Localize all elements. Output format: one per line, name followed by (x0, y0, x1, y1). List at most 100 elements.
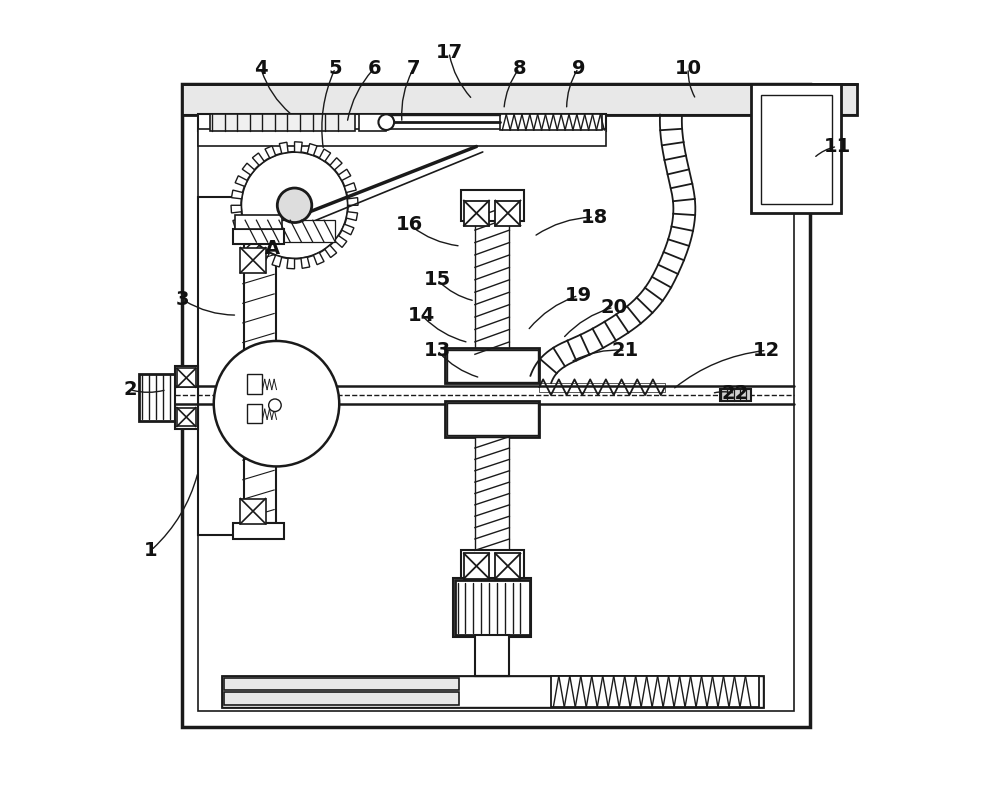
Circle shape (241, 152, 348, 259)
Bar (464, 553, 489, 578)
Text: 19: 19 (565, 286, 592, 305)
Bar (247, 404, 262, 423)
Text: 13: 13 (424, 341, 451, 360)
Bar (445, 401, 539, 437)
Polygon shape (338, 169, 351, 180)
Bar (240, 248, 266, 273)
Polygon shape (233, 218, 245, 227)
Polygon shape (347, 198, 358, 205)
Polygon shape (235, 176, 247, 187)
Text: 11: 11 (824, 137, 851, 156)
Bar (447, 349, 538, 382)
Text: 16: 16 (396, 216, 423, 235)
Bar (500, 114, 602, 130)
Bar (139, 374, 175, 421)
Bar (247, 374, 262, 394)
Bar (475, 635, 509, 676)
Text: 4: 4 (254, 58, 268, 78)
Bar (241, 241, 276, 523)
Text: 9: 9 (572, 58, 585, 78)
Polygon shape (279, 142, 288, 153)
Circle shape (214, 341, 339, 467)
Polygon shape (231, 205, 242, 213)
Circle shape (282, 193, 307, 218)
Text: 2: 2 (123, 380, 137, 399)
Circle shape (269, 399, 281, 412)
Bar (198, 113, 606, 131)
Bar (198, 129, 606, 146)
Text: 17: 17 (435, 42, 463, 62)
Text: 22: 22 (722, 384, 749, 403)
Polygon shape (319, 149, 331, 161)
Text: 15: 15 (424, 270, 451, 290)
Bar (475, 205, 509, 354)
Text: 10: 10 (675, 58, 702, 78)
Bar (222, 676, 763, 708)
Bar (245, 220, 335, 242)
Polygon shape (346, 212, 358, 220)
Text: 8: 8 (513, 58, 526, 78)
Circle shape (277, 188, 312, 223)
Polygon shape (325, 246, 337, 257)
Bar (751, 83, 841, 213)
Bar (224, 693, 459, 705)
Bar (198, 198, 244, 534)
Text: 3: 3 (176, 290, 189, 309)
Bar (464, 201, 489, 226)
Text: A: A (265, 239, 280, 258)
Polygon shape (265, 146, 276, 158)
Bar (455, 580, 530, 635)
Text: 5: 5 (329, 58, 342, 78)
Polygon shape (247, 241, 259, 253)
Circle shape (378, 114, 394, 130)
Polygon shape (258, 249, 270, 261)
Polygon shape (295, 142, 302, 153)
Polygon shape (342, 224, 354, 235)
Bar (182, 83, 810, 726)
Polygon shape (344, 183, 356, 193)
Polygon shape (238, 230, 251, 242)
Bar (224, 678, 459, 690)
Polygon shape (301, 257, 310, 268)
Bar (461, 550, 524, 578)
Polygon shape (242, 163, 255, 175)
Text: 6: 6 (368, 58, 381, 78)
Bar (447, 403, 538, 435)
Text: 18: 18 (580, 208, 608, 227)
Polygon shape (231, 190, 243, 199)
Text: 7: 7 (407, 58, 420, 78)
Bar (461, 190, 524, 221)
Bar (495, 553, 520, 578)
Bar (453, 578, 531, 637)
Text: 1: 1 (144, 541, 158, 560)
Bar (475, 437, 509, 550)
Bar (539, 382, 665, 392)
Polygon shape (307, 143, 317, 155)
Text: 20: 20 (600, 297, 627, 316)
Polygon shape (330, 157, 342, 170)
Bar (175, 366, 198, 429)
Bar (761, 95, 832, 204)
Bar (240, 499, 266, 523)
Polygon shape (252, 153, 264, 165)
Polygon shape (334, 235, 347, 247)
Bar (720, 389, 751, 401)
Bar (233, 523, 284, 538)
Bar (495, 201, 520, 226)
Bar (210, 113, 355, 131)
Bar (198, 99, 794, 711)
Text: 12: 12 (753, 341, 780, 360)
Text: 14: 14 (408, 305, 435, 324)
Bar (551, 676, 759, 708)
Bar (235, 215, 282, 229)
Bar (445, 348, 539, 383)
Bar (233, 229, 284, 245)
Polygon shape (287, 258, 295, 269)
Bar (222, 676, 763, 708)
Bar (359, 113, 386, 131)
Text: 21: 21 (612, 341, 639, 360)
Bar (182, 83, 857, 115)
Polygon shape (272, 255, 282, 267)
Polygon shape (313, 253, 324, 264)
Bar (177, 408, 196, 427)
